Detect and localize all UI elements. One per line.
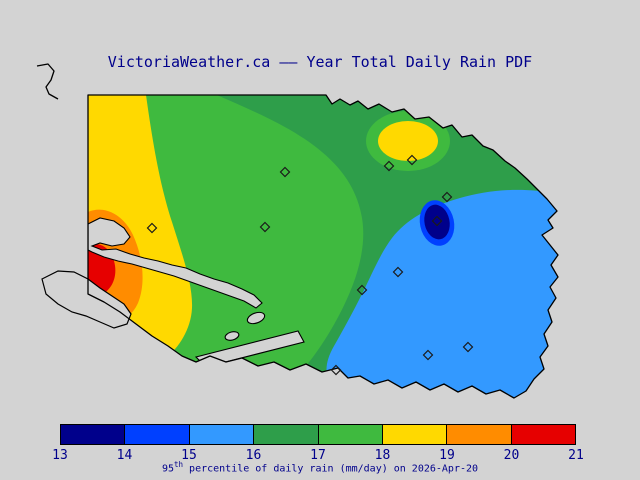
water-lake-2 (224, 331, 240, 341)
station-marker (259, 221, 271, 233)
station-markers (146, 154, 474, 376)
colorbar-tick-21: 21 (568, 448, 584, 463)
colorbar-segment-7 (446, 424, 512, 445)
legend-caption: 95th percentile of daily rain (mm/day) o… (0, 460, 640, 474)
colorbar-segment-4 (253, 424, 319, 445)
colorbar-tick-19: 19 (439, 448, 455, 463)
caption-rest: percentile of daily rain (mm/day) on 202… (183, 463, 479, 475)
caption-prefix: 95 (161, 463, 174, 475)
contour-field (88, 95, 558, 398)
station-marker (146, 222, 158, 234)
colorbar-tick-17: 17 (310, 448, 326, 463)
coastline-fragment-topleft (36, 63, 59, 100)
contour-navy13-min (424, 204, 450, 240)
station-marker (431, 215, 443, 227)
station-marker (383, 160, 395, 172)
colorbar-segment-8 (510, 424, 576, 445)
colorbar-ticks: 13 14 15 16 17 18 19 20 21 (0, 448, 640, 463)
water-inlet-sooke-basin (88, 217, 263, 309)
colorbar-tick-14: 14 (116, 448, 133, 463)
page-title: VictoriaWeather.ca –– Year Total Daily R… (107, 53, 533, 71)
coastline-outline (87, 94, 559, 399)
colorbar (60, 424, 576, 445)
colorbar-tick-20: 20 (503, 448, 520, 463)
station-marker (392, 266, 404, 278)
station-marker (441, 191, 453, 203)
contour-yellow-north-max (378, 121, 438, 161)
colorbar-segment-2 (124, 424, 190, 445)
caption-superscript: th (174, 460, 184, 469)
water-lake-1 (246, 311, 266, 325)
station-marker (422, 349, 434, 361)
colorbar-tick-18: 18 (374, 448, 391, 463)
station-marker (356, 284, 368, 296)
station-marker (462, 341, 474, 353)
colorbar-segment-1 (60, 424, 126, 445)
colorbar-segment-3 (188, 424, 255, 445)
colorbar-segment-6 (381, 424, 448, 445)
colorbar-tick-16: 16 (245, 448, 262, 463)
contour-blue15-region (326, 189, 558, 398)
colorbar-tick-15: 15 (181, 448, 197, 463)
colorbar-segment-5 (317, 424, 383, 445)
colorbar-tick-13: 13 (52, 448, 68, 463)
station-marker (406, 154, 418, 166)
station-marker (330, 364, 342, 376)
station-marker (279, 166, 291, 178)
